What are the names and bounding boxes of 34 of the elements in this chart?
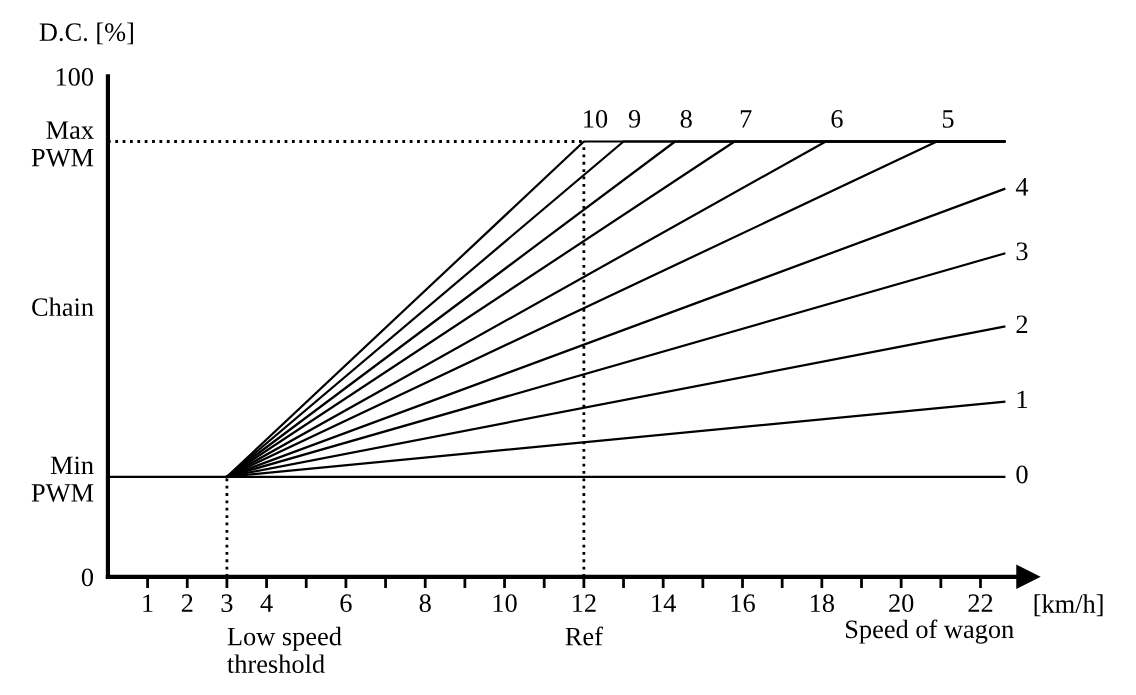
ref-line-label: Ref: [565, 626, 603, 646]
series-label: 10: [584, 110, 608, 128]
x-tick-label: 14: [652, 594, 676, 612]
y-tick-label: 0: [81, 568, 94, 587]
y-tick-label: Min PWM: [31, 456, 94, 502]
series-label: 9: [628, 110, 641, 128]
series-label: 8: [680, 110, 692, 128]
series-label: 5: [942, 110, 954, 128]
x-tick-label: 8: [419, 594, 431, 613]
y-tick-label: Max PWM: [31, 121, 94, 167]
x-tick-label: 3: [221, 594, 233, 613]
x-tick-label: 10: [493, 594, 517, 613]
series-label: 7: [740, 110, 752, 128]
series-label: 3: [1016, 242, 1028, 261]
series-label: 4: [1015, 178, 1029, 196]
x-tick-label: 1: [143, 594, 153, 612]
y-tick-label: 100: [56, 68, 94, 86]
y-axis-title: D.C. [%]: [39, 22, 133, 45]
ref-line-label: Low speed threshold: [227, 626, 342, 674]
series-label: 0: [1016, 465, 1028, 484]
y-tick-label: Chain: [32, 297, 94, 317]
x-tick-label: 2: [181, 594, 193, 612]
x-tick-label: 16: [731, 594, 755, 613]
x-tick-label: 12: [572, 594, 596, 612]
x-axis-title: [km/h]: [1034, 594, 1103, 617]
series-label: 1: [1017, 390, 1027, 409]
series-label: 6: [831, 110, 843, 128]
x-tick-label: 20: [889, 594, 914, 613]
x-tick-label: 4: [260, 594, 273, 612]
x-tick-label: 6: [340, 594, 352, 613]
x-tick-label: 18: [810, 594, 835, 613]
x-tick-label: 22: [968, 594, 993, 612]
series-label: 2: [1016, 315, 1028, 333]
text: Speed of wagon: [846, 619, 1014, 644]
